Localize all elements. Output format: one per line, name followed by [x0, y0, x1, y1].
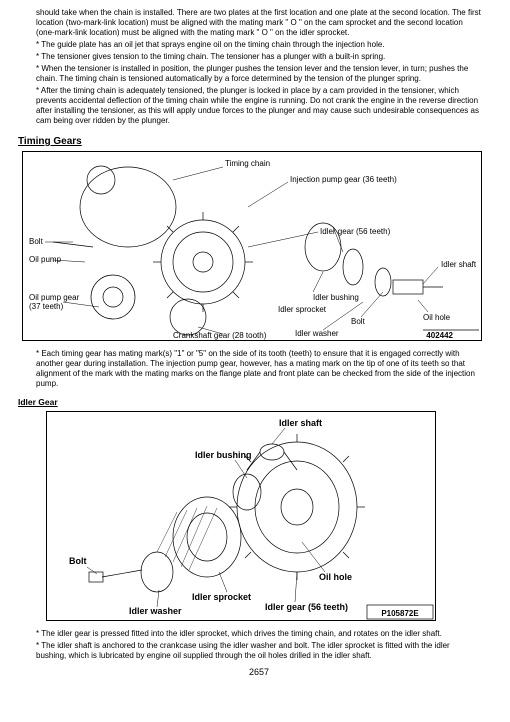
fig1-label-idler-bushing: Idler bushing	[313, 293, 359, 302]
idler-gear-bullet: * The idler shaft is anchored to the cra…	[36, 641, 482, 661]
fig2-label-idler-shaft: Idler shaft	[279, 418, 322, 428]
figure-timing-gears: Timing chain Injection pump gear (36 tee…	[22, 151, 482, 341]
fig1-label-idler-sprocket: Idler sprocket	[278, 305, 327, 314]
intro-bullet: * After the timing chain is adequately t…	[36, 86, 482, 126]
fig1-label-timing-chain: Timing chain	[225, 159, 270, 168]
heading-timing-gears: Timing Gears	[18, 136, 482, 147]
fig1-label-idler-washer: Idler washer	[295, 329, 339, 338]
fig1-label-oil-pump: Oil pump	[29, 255, 62, 264]
intro-bullet: * The guide plate has an oil jet that sp…	[36, 40, 482, 50]
page-number: 2657	[36, 667, 482, 677]
figure-idler-gear: Idler shaft Idler bushing Bolt Oil hole …	[46, 411, 436, 621]
idler-gear-bullet: * The idler gear is pressed fitted into …	[36, 629, 482, 639]
fig1-label-bolt2: Bolt	[351, 317, 366, 326]
fig1-label-idler-gear: Idler gear (56 teeth)	[320, 227, 391, 236]
fig2-label-idler-gear: Idler gear (56 teeth)	[265, 602, 348, 612]
fig1-code: 402442	[426, 331, 453, 340]
timing-gears-note: * Each timing gear has mating mark(s) "1…	[36, 349, 482, 389]
fig1-label-oil-hole: Oil hole	[423, 313, 451, 322]
fig1-label-bolt: Bolt	[29, 237, 44, 246]
intro-para: should take when the chain is installed.…	[36, 8, 482, 38]
intro-bullet: * When the tensioner is installed in pos…	[36, 64, 482, 84]
fig1-label-oil-pump-gear: Oil pump gear(37 teeth)	[29, 293, 80, 311]
fig2-label-oil-hole: Oil hole	[319, 572, 352, 582]
fig2-label-idler-bushing: Idler bushing	[195, 450, 252, 460]
fig1-label-idler-shaft: Idler shaft	[441, 260, 477, 269]
fig1-label-crankshaft-gear: Crankshaft gear (28 tooth)	[173, 331, 267, 340]
fig2-label-bolt: Bolt	[69, 556, 87, 566]
heading-idler-gear: Idler Gear	[18, 397, 482, 407]
fig2-code: P105872E	[381, 609, 419, 618]
intro-bullet: * The tensioner gives tension to the tim…	[36, 52, 482, 62]
fig2-label-idler-sprocket: Idler sprocket	[192, 592, 251, 602]
fig2-label-idler-washer: Idler washer	[129, 606, 182, 616]
page-container: should take when the chain is installed.…	[0, 0, 510, 687]
fig1-label-injection-pump-gear: Injection pump gear (36 teeth)	[290, 175, 397, 184]
